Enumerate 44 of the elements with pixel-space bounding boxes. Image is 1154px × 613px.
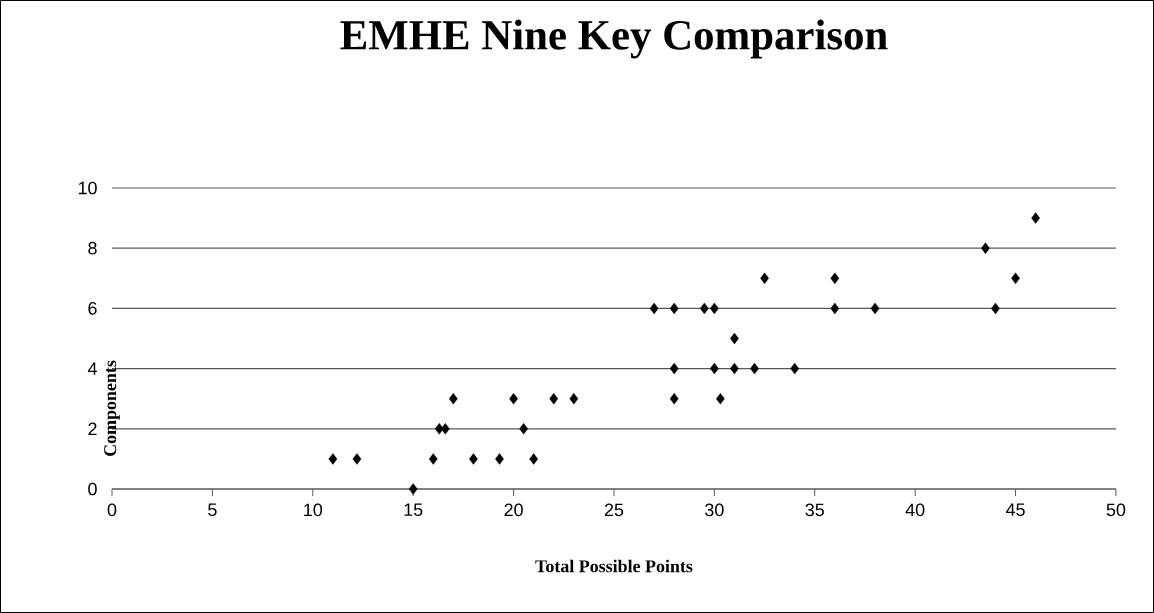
point [981, 242, 990, 254]
point [408, 483, 418, 495]
y-tick-label: 0 [88, 482, 97, 496]
point [830, 272, 840, 284]
x-tick-label: 20 [504, 503, 523, 517]
point [352, 453, 362, 465]
y-tick-label: 6 [88, 302, 97, 315]
x-tick-label: 0 [107, 503, 117, 517]
point [716, 393, 725, 405]
point [669, 302, 679, 315]
point [1031, 212, 1040, 224]
x-tick-label: 50 [1106, 503, 1126, 517]
point [669, 393, 679, 405]
x-tick-label: 10 [304, 503, 323, 517]
x-tick-label: 5 [208, 503, 217, 517]
point [519, 423, 528, 435]
x-tick-label: 25 [604, 503, 624, 517]
point [328, 453, 338, 465]
y-tick-label: 2 [88, 422, 97, 436]
point [649, 302, 659, 315]
point [549, 393, 559, 405]
point [1011, 272, 1020, 284]
x-tick-label: 45 [1005, 503, 1025, 517]
point [569, 393, 579, 405]
chart-title: EMHE Nine Key Comparison [340, 19, 888, 59]
point [760, 272, 769, 284]
point [669, 362, 679, 375]
point [870, 302, 880, 315]
point [509, 393, 518, 405]
point [830, 302, 840, 315]
y-tick-label: 8 [88, 241, 97, 255]
y-axis-title: Components [104, 360, 120, 456]
point [529, 453, 538, 465]
y-tick-label: 10 [78, 181, 97, 195]
y-tick-label: 4 [87, 362, 97, 375]
point [495, 453, 504, 465]
point [469, 453, 478, 465]
x-axis-title: Total Possible Points [535, 559, 693, 573]
x-tick-label: 15 [404, 503, 423, 517]
point [428, 453, 438, 465]
point [449, 393, 458, 405]
x-tick-label: 30 [705, 503, 724, 517]
x-tick-label: 40 [905, 503, 925, 517]
x-tick-label: 35 [805, 503, 824, 517]
